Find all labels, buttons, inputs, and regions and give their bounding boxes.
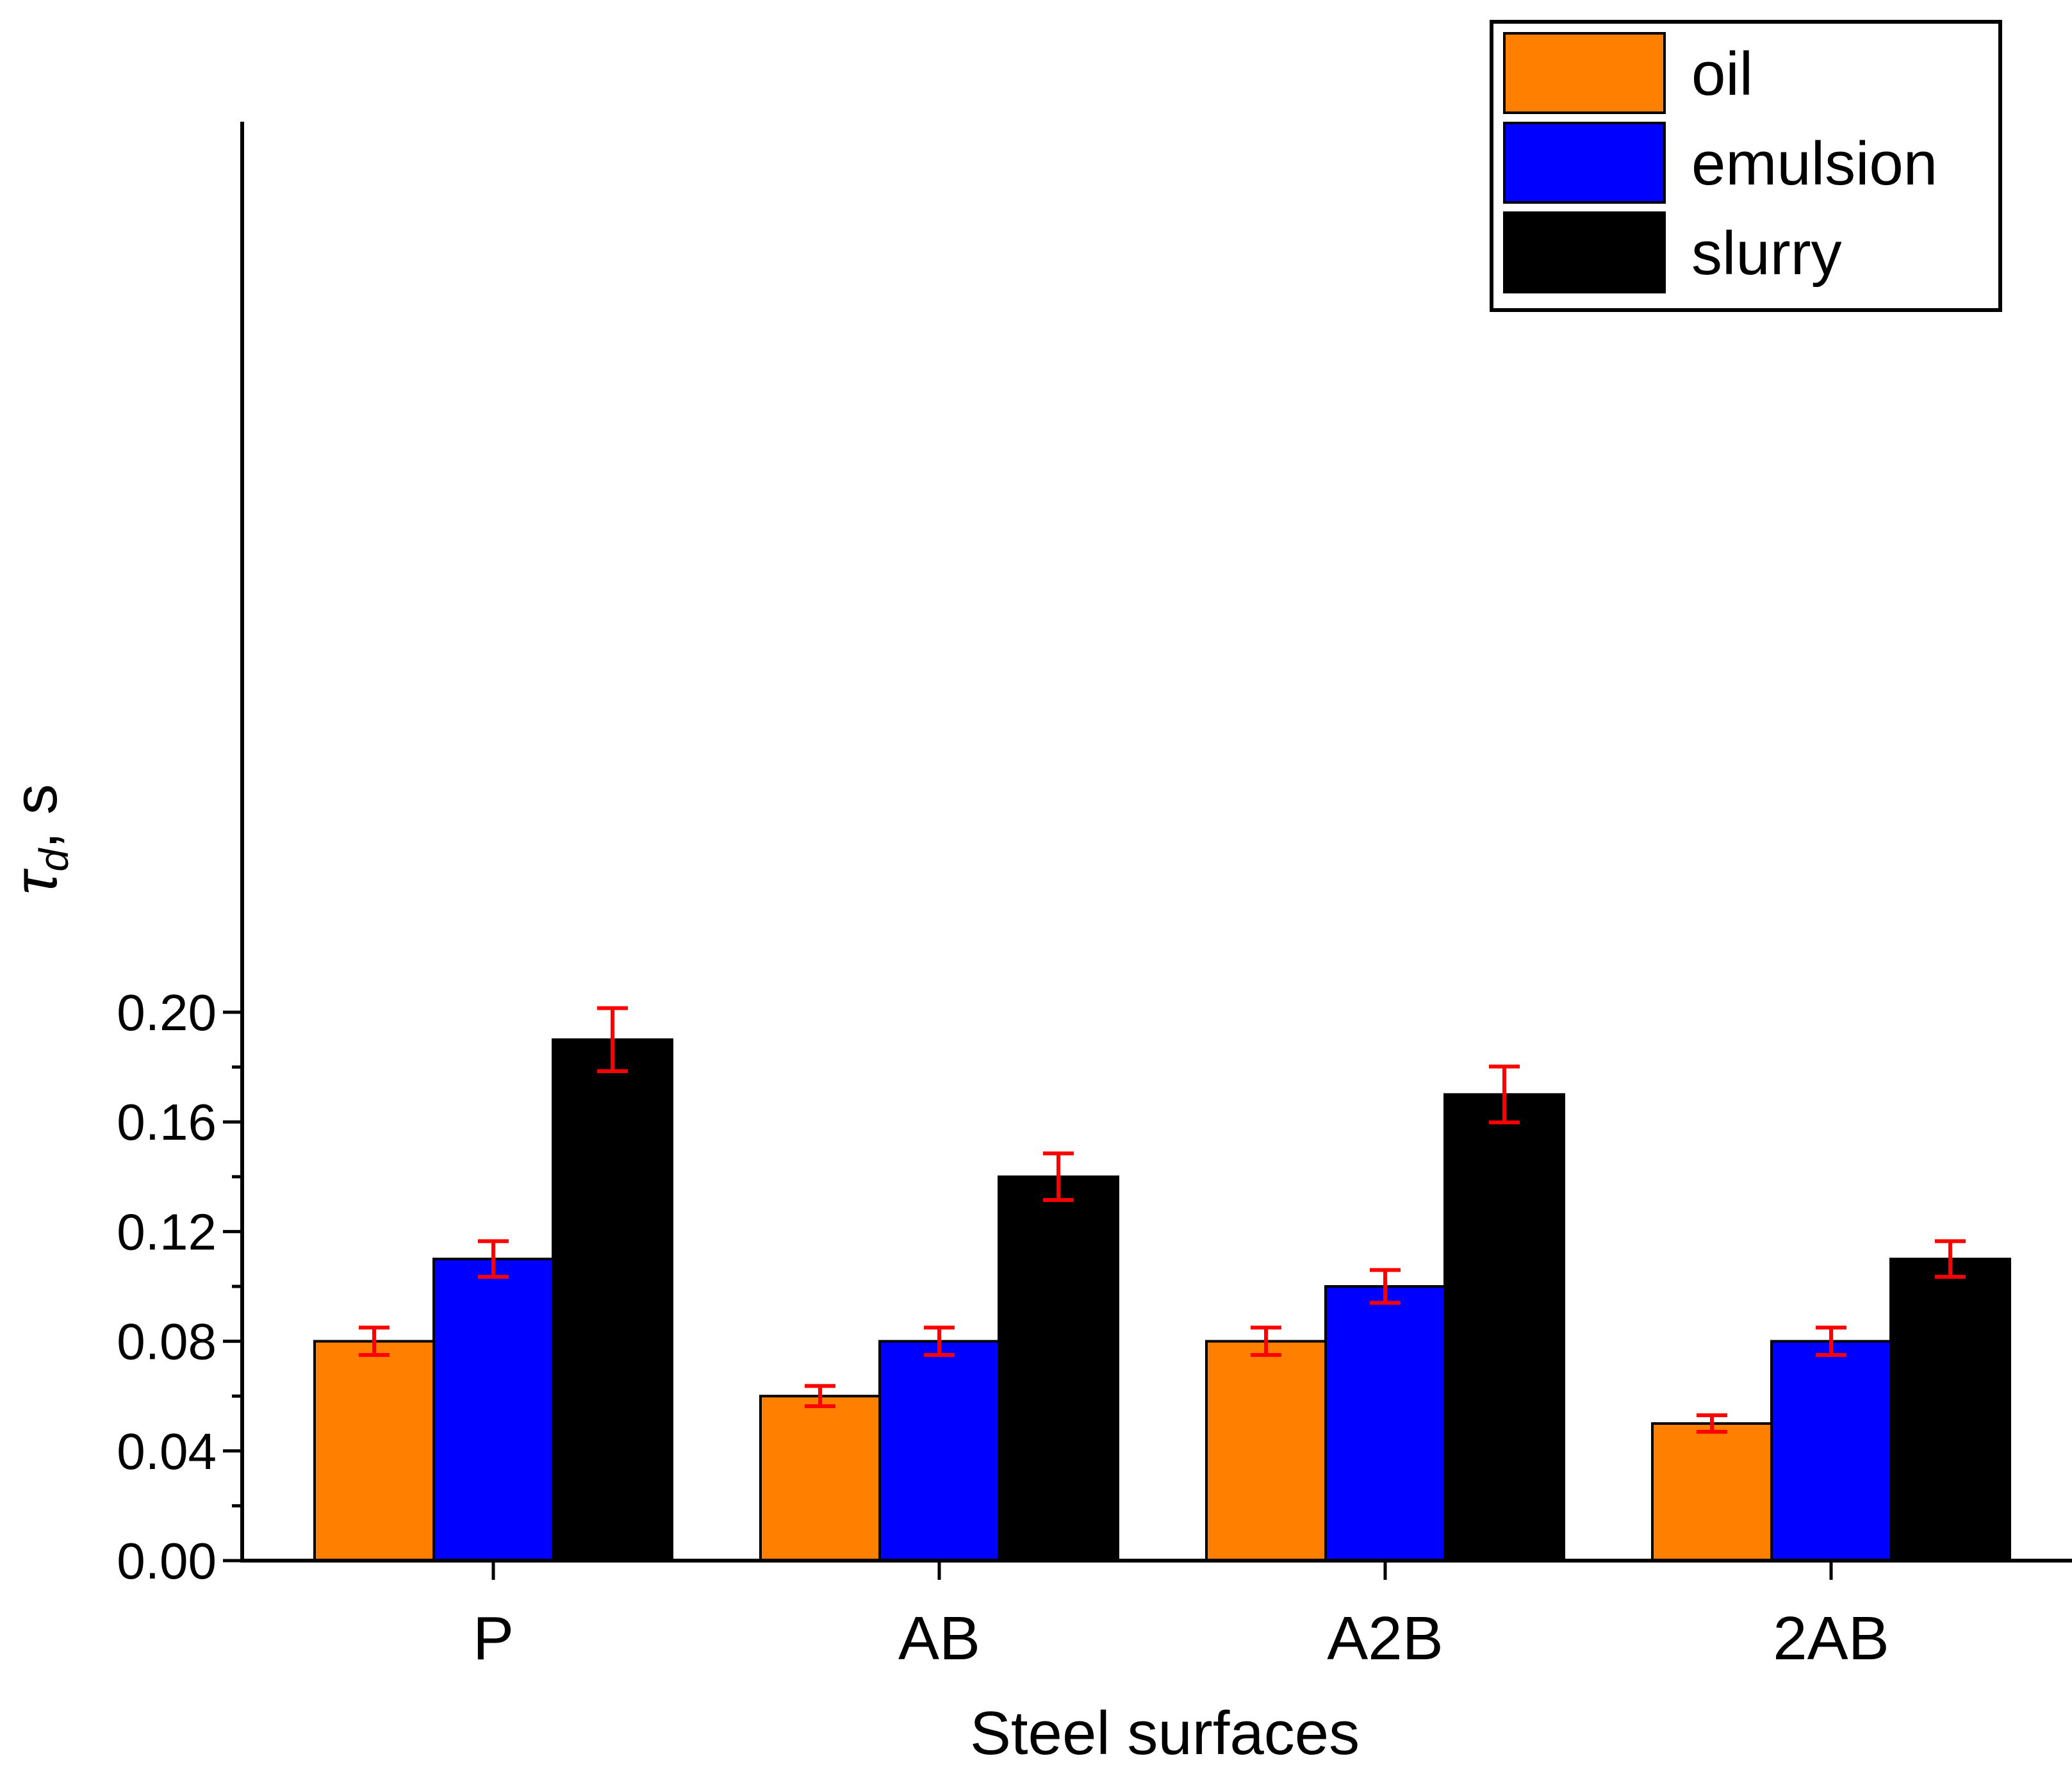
y-axis-title: τd, s — [1, 784, 77, 895]
error-bar-slurry-P — [597, 1006, 628, 1074]
error-bar-oil-2AB — [1697, 1413, 1727, 1434]
y-axis-unit: , s — [1, 784, 70, 849]
error-bar-emulsion-AB — [924, 1325, 955, 1357]
error-bars-layer — [359, 1006, 1966, 1434]
bar-oil-P — [313, 1340, 435, 1563]
error-bar-oil-A2B — [1251, 1325, 1281, 1357]
error-bar-emulsion-P — [478, 1239, 509, 1279]
error-bar-emulsion-A2B — [1370, 1268, 1401, 1305]
bars-layer — [313, 1038, 2011, 1563]
legend-swatch-oil — [1503, 32, 1666, 114]
y-tick-label: 0.20 — [117, 984, 217, 1041]
bar-emulsion-P — [432, 1258, 554, 1562]
legend-label-oil: oil — [1691, 40, 1753, 108]
y-tick-label: 0.16 — [117, 1094, 217, 1151]
bar-emulsion-2AB — [1770, 1340, 1892, 1563]
error-bar-emulsion-2AB — [1816, 1325, 1846, 1357]
y-axis-subscript: d — [31, 848, 77, 872]
legend-label-slurry: slurry — [1691, 219, 1842, 288]
y-tick-label: 0.12 — [117, 1203, 217, 1260]
axes-layer: 0.00 0.04 0.08 0.12 0.16 0.20 P AB A2B 2AB — [117, 122, 2072, 1673]
error-bar-slurry-AB — [1043, 1151, 1074, 1202]
y-tick-label: 0.08 — [117, 1313, 217, 1370]
error-bar-slurry-A2B — [1489, 1064, 1520, 1125]
error-bar-slurry-2AB — [1935, 1239, 1966, 1279]
error-bar-oil-P — [359, 1325, 390, 1357]
bar-emulsion-AB — [878, 1340, 1000, 1563]
x-tick-label-A2B: A2B — [1327, 1604, 1443, 1673]
legend: oil emulsion slurry — [1490, 20, 2002, 312]
bar-slurry-A2B — [1443, 1093, 1565, 1562]
x-tick-label-P: P — [473, 1604, 514, 1673]
bar-slurry-2AB — [1889, 1258, 2011, 1562]
bar-oil-A2B — [1205, 1340, 1327, 1563]
x-axis-title: Steel surfaces — [970, 1699, 1360, 1768]
bar-emulsion-A2B — [1324, 1285, 1446, 1562]
y-tick-label: 0.00 — [117, 1532, 217, 1589]
legend-swatch-slurry — [1503, 211, 1666, 293]
x-tick-label-2AB: 2AB — [1773, 1604, 1889, 1673]
legend-swatch-emulsion — [1503, 122, 1666, 204]
error-bar-oil-AB — [805, 1384, 835, 1409]
bar-slurry-AB — [998, 1175, 1119, 1563]
y-tick-label: 0.04 — [117, 1423, 217, 1480]
x-tick-label-AB: AB — [898, 1604, 980, 1673]
bar-oil-2AB — [1651, 1422, 1773, 1562]
y-axis-symbol: τ — [1, 868, 70, 894]
bar-slurry-P — [552, 1038, 673, 1563]
bar-oil-AB — [759, 1395, 881, 1562]
legend-label-emulsion: emulsion — [1691, 129, 1937, 198]
